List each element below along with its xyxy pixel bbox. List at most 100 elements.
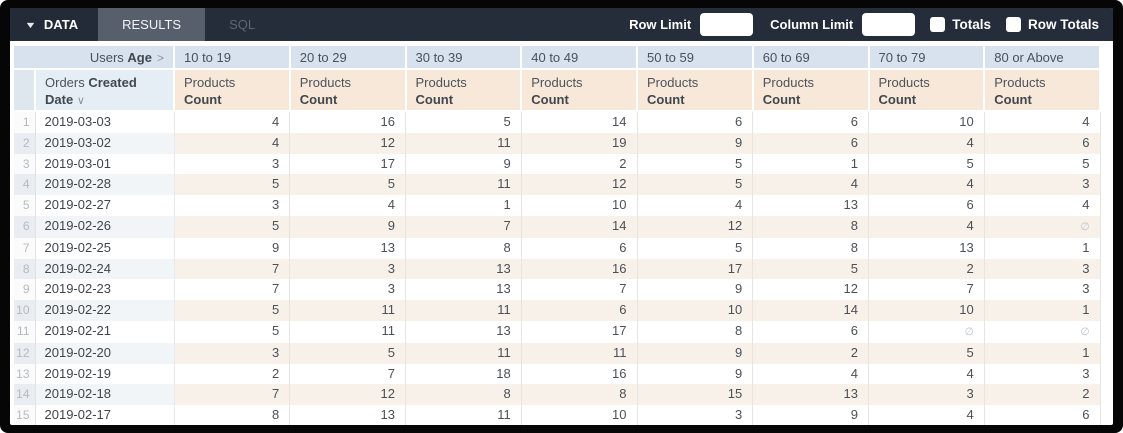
value-cell[interactable]: 10 bbox=[868, 300, 985, 321]
value-cell[interactable]: 5 bbox=[174, 174, 291, 196]
value-cell[interactable]: 10 bbox=[637, 300, 754, 321]
value-cell[interactable]: ∅ bbox=[984, 320, 1101, 343]
value-cell[interactable]: 8 bbox=[405, 384, 522, 406]
value-cell[interactable]: 5 bbox=[637, 237, 754, 259]
pivot-value-header[interactable]: 50 to 59 bbox=[637, 46, 754, 70]
value-cell[interactable]: 4 bbox=[868, 405, 985, 425]
pivot-value-header[interactable]: 60 to 69 bbox=[752, 46, 870, 70]
measure-header[interactable]: Products Count bbox=[868, 69, 986, 112]
value-cell[interactable]: 14 bbox=[521, 111, 638, 133]
date-cell[interactable]: 2019-02-27 bbox=[35, 195, 175, 216]
value-cell[interactable]: 2 bbox=[174, 363, 291, 385]
value-cell[interactable]: 14 bbox=[521, 215, 638, 238]
value-cell[interactable]: 17 bbox=[521, 320, 638, 343]
measure-header[interactable]: Products Count bbox=[984, 69, 1101, 112]
value-cell[interactable]: 13 bbox=[289, 405, 406, 425]
value-cell[interactable]: 12 bbox=[752, 279, 869, 301]
date-cell[interactable]: 2019-03-02 bbox=[35, 132, 175, 154]
column-limit-input[interactable] bbox=[862, 13, 916, 36]
value-cell[interactable]: ∅ bbox=[868, 320, 985, 343]
value-cell[interactable]: 3 bbox=[984, 279, 1101, 301]
value-cell[interactable]: 9 bbox=[405, 153, 522, 175]
value-cell[interactable]: 12 bbox=[637, 215, 754, 238]
totals-checkbox-group[interactable]: Totals bbox=[930, 17, 991, 32]
value-cell[interactable]: 14 bbox=[752, 300, 869, 321]
totals-checkbox[interactable] bbox=[930, 17, 946, 32]
value-cell[interactable]: 19 bbox=[521, 132, 638, 154]
value-cell[interactable]: 5 bbox=[868, 342, 985, 364]
value-cell[interactable]: 2 bbox=[984, 384, 1101, 406]
value-cell[interactable]: 6 bbox=[868, 195, 985, 216]
value-cell[interactable]: 5 bbox=[289, 342, 406, 364]
value-cell[interactable]: 5 bbox=[637, 174, 754, 196]
value-cell[interactable]: 1 bbox=[405, 195, 522, 216]
value-cell[interactable]: 1 bbox=[984, 300, 1101, 321]
value-cell[interactable]: 10 bbox=[521, 195, 638, 216]
value-cell[interactable]: 3 bbox=[868, 384, 985, 406]
value-cell[interactable]: 13 bbox=[752, 195, 869, 216]
pivot-value-header[interactable]: 70 to 79 bbox=[868, 46, 986, 70]
date-cell[interactable]: 2019-02-25 bbox=[35, 237, 175, 259]
value-cell[interactable]: 13 bbox=[405, 258, 522, 280]
value-cell[interactable]: 18 bbox=[405, 363, 522, 385]
value-cell[interactable]: 5 bbox=[868, 153, 985, 175]
date-cell[interactable]: 2019-02-19 bbox=[35, 363, 175, 385]
date-cell[interactable]: 2019-02-17 bbox=[35, 405, 175, 425]
value-cell[interactable]: 8 bbox=[752, 215, 869, 238]
value-cell[interactable]: 5 bbox=[637, 153, 754, 175]
value-cell[interactable]: 4 bbox=[752, 174, 869, 196]
value-cell[interactable]: 3 bbox=[984, 258, 1101, 280]
value-cell[interactable]: 8 bbox=[637, 320, 754, 343]
value-cell[interactable]: 4 bbox=[868, 215, 985, 238]
value-cell[interactable]: 8 bbox=[174, 405, 291, 425]
date-cell[interactable]: 2019-02-26 bbox=[35, 215, 175, 238]
value-cell[interactable]: 13 bbox=[405, 279, 522, 301]
value-cell[interactable]: 16 bbox=[521, 258, 638, 280]
value-cell[interactable]: 11 bbox=[521, 342, 638, 364]
value-cell[interactable]: 5 bbox=[174, 300, 291, 321]
value-cell[interactable]: 6 bbox=[521, 237, 638, 259]
value-cell[interactable]: 4 bbox=[637, 195, 754, 216]
date-cell[interactable]: 2019-02-24 bbox=[35, 258, 175, 280]
measure-header[interactable]: Products Count bbox=[289, 69, 407, 112]
value-cell[interactable]: 3 bbox=[984, 174, 1101, 196]
value-cell[interactable]: 1 bbox=[984, 237, 1101, 259]
value-cell[interactable]: 2 bbox=[521, 153, 638, 175]
value-cell[interactable]: 8 bbox=[521, 384, 638, 406]
value-cell[interactable]: 12 bbox=[289, 132, 406, 154]
value-cell[interactable]: 3 bbox=[174, 342, 291, 364]
tab-results[interactable]: RESULTS bbox=[98, 8, 206, 41]
value-cell[interactable]: 9 bbox=[637, 363, 754, 385]
value-cell[interactable]: 7 bbox=[868, 279, 985, 301]
row-dimension-header[interactable]: Orders Created Date ∨ bbox=[35, 69, 175, 112]
value-cell[interactable]: 15 bbox=[637, 384, 754, 406]
value-cell[interactable]: 3 bbox=[984, 363, 1101, 385]
value-cell[interactable]: 8 bbox=[752, 237, 869, 259]
value-cell[interactable]: 6 bbox=[752, 111, 869, 133]
value-cell[interactable]: 4 bbox=[174, 132, 291, 154]
value-cell[interactable]: 1 bbox=[752, 153, 869, 175]
value-cell[interactable]: 13 bbox=[752, 384, 869, 406]
value-cell[interactable]: 8 bbox=[405, 237, 522, 259]
value-cell[interactable]: 11 bbox=[405, 132, 522, 154]
value-cell[interactable]: 13 bbox=[868, 237, 985, 259]
pivot-value-header[interactable]: 80 or Above bbox=[984, 46, 1101, 70]
pivot-value-header[interactable]: 40 to 49 bbox=[521, 46, 638, 70]
value-cell[interactable]: 1 bbox=[984, 342, 1101, 364]
value-cell[interactable]: 16 bbox=[289, 111, 406, 133]
value-cell[interactable]: 11 bbox=[289, 300, 406, 321]
value-cell[interactable]: 3 bbox=[637, 405, 754, 425]
date-cell[interactable]: 2019-02-22 bbox=[35, 300, 175, 321]
value-cell[interactable]: 5 bbox=[984, 153, 1101, 175]
value-cell[interactable]: 11 bbox=[405, 300, 522, 321]
pivot-value-header[interactable]: 30 to 39 bbox=[405, 46, 523, 70]
value-cell[interactable]: 12 bbox=[521, 174, 638, 196]
value-cell[interactable]: 7 bbox=[405, 215, 522, 238]
value-cell[interactable]: 17 bbox=[637, 258, 754, 280]
date-cell[interactable]: 2019-02-20 bbox=[35, 342, 175, 364]
value-cell[interactable]: 13 bbox=[405, 320, 522, 343]
pivot-value-header[interactable]: 20 to 29 bbox=[289, 46, 407, 70]
value-cell[interactable]: 5 bbox=[752, 258, 869, 280]
value-cell[interactable]: 2 bbox=[868, 258, 985, 280]
value-cell[interactable]: 9 bbox=[752, 405, 869, 425]
